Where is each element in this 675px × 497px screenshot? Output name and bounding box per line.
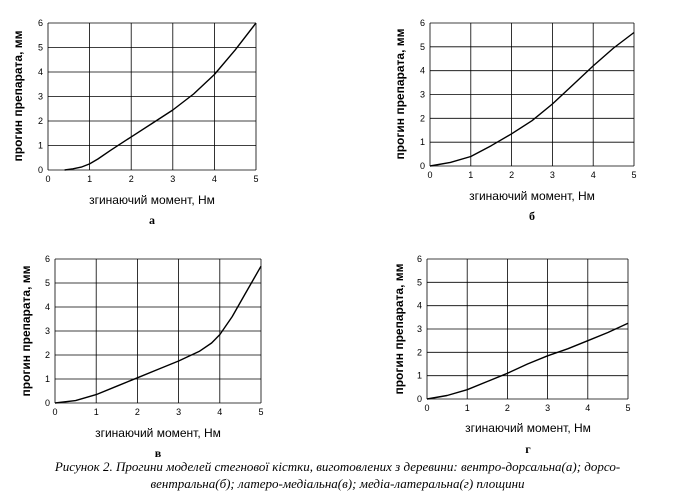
x-tick-label: 0 <box>45 174 50 184</box>
y-tick-label: 2 <box>45 350 50 360</box>
y-tick-label: 1 <box>38 141 43 151</box>
series-line <box>64 22 257 171</box>
y-tick-label: 3 <box>417 324 422 334</box>
chart-panel-1: 0 1 2 3 4 5 0 1 2 3 4 5 6 згинаючий момент, Нм прогин … <box>11 18 259 227</box>
y-tick-label: 6 <box>38 18 43 28</box>
chart-panel-2: 0 1 2 3 4 5 0 1 2 3 4 5 6 згинаючий момент, Нм прогин … <box>393 18 637 223</box>
y-tick-label: 4 <box>45 302 50 312</box>
y-tick-label: 2 <box>38 116 43 126</box>
y-tick-label: 4 <box>420 66 425 76</box>
y-tick-label: 4 <box>417 301 422 311</box>
x-tick-label: 5 <box>253 174 258 184</box>
x-tick-label: 4 <box>212 174 217 184</box>
panel-letter: г <box>525 442 531 456</box>
y-axis-label: прогин препарата, мм <box>11 30 25 161</box>
x-tick-label: 2 <box>135 407 140 417</box>
y-tick-label: 5 <box>417 277 422 287</box>
y-tick-label: 4 <box>38 67 43 77</box>
x-tick-label: 2 <box>129 174 134 184</box>
x-tick-label: 0 <box>52 407 57 417</box>
x-tick-label: 4 <box>217 407 222 417</box>
x-axis-label: згинаючий момент, Нм <box>89 193 215 207</box>
x-tick-label: 0 <box>424 403 429 413</box>
x-tick-label: 3 <box>170 174 175 184</box>
figure-caption: Рисунок 2. Прогини моделей стегнової кіс… <box>0 458 675 492</box>
y-tick-label: 1 <box>420 137 425 147</box>
y-axis-label: прогин препарата, мм <box>393 28 407 159</box>
x-tick-label: 5 <box>258 407 263 417</box>
x-tick-label: 1 <box>87 174 92 184</box>
x-tick-label: 3 <box>550 170 555 180</box>
y-tick-label: 5 <box>38 43 43 53</box>
y-tick-label: 3 <box>45 326 50 336</box>
y-tick-label: 0 <box>38 165 43 175</box>
series-line <box>426 322 629 400</box>
y-tick-label: 2 <box>417 347 422 357</box>
y-tick-label: 2 <box>420 113 425 123</box>
y-axis-label: прогин препарата, мм <box>392 263 406 394</box>
panel-letter: в <box>155 446 162 460</box>
series-line <box>429 31 635 167</box>
x-tick-label: 2 <box>509 170 514 180</box>
x-axis-label: згинаючий момент, Нм <box>469 189 595 203</box>
y-tick-label: 0 <box>45 398 50 408</box>
y-tick-label: 1 <box>417 371 422 381</box>
x-axis-label: згинаючий момент, Нм <box>95 426 221 440</box>
y-tick-label: 5 <box>45 278 50 288</box>
y-tick-label: 1 <box>45 374 50 384</box>
y-tick-label: 6 <box>417 254 422 264</box>
x-tick-label: 5 <box>631 170 636 180</box>
x-axis-label: згинаючий момент, Нм <box>465 421 591 435</box>
chart-panel-3: 0 1 2 3 4 5 0 1 2 3 4 5 6 згинаючий момент, Нм прогин … <box>19 254 264 460</box>
x-tick-label: 3 <box>545 403 550 413</box>
y-tick-label: 0 <box>417 394 422 404</box>
chart-panel-4: 0 1 2 3 4 5 0 1 2 3 4 5 6 згинаючий момент, Нм прогин … <box>392 254 631 456</box>
panel-letter: б <box>529 209 535 223</box>
x-tick-label: 1 <box>94 407 99 417</box>
y-tick-label: 3 <box>38 92 43 102</box>
x-tick-label: 2 <box>505 403 510 413</box>
y-tick-label: 6 <box>45 254 50 264</box>
caption-line-1: Рисунок 2. Прогини моделей стегнової кіс… <box>54 459 621 474</box>
y-tick-label: 0 <box>420 161 425 171</box>
x-tick-label: 4 <box>585 403 590 413</box>
panel-letter: а <box>149 213 155 227</box>
y-tick-label: 3 <box>420 90 425 100</box>
caption-line-2: вентральна(б); латеро-медіальна(в); меді… <box>150 476 525 491</box>
series-line <box>54 265 262 404</box>
x-tick-label: 1 <box>468 170 473 180</box>
x-tick-label: 4 <box>591 170 596 180</box>
y-axis-label: прогин препарата, мм <box>19 265 33 396</box>
y-tick-label: 6 <box>420 18 425 28</box>
y-tick-label: 5 <box>420 42 425 52</box>
x-tick-label: 0 <box>427 170 432 180</box>
x-tick-label: 5 <box>625 403 630 413</box>
x-tick-label: 3 <box>176 407 181 417</box>
x-tick-label: 1 <box>465 403 470 413</box>
